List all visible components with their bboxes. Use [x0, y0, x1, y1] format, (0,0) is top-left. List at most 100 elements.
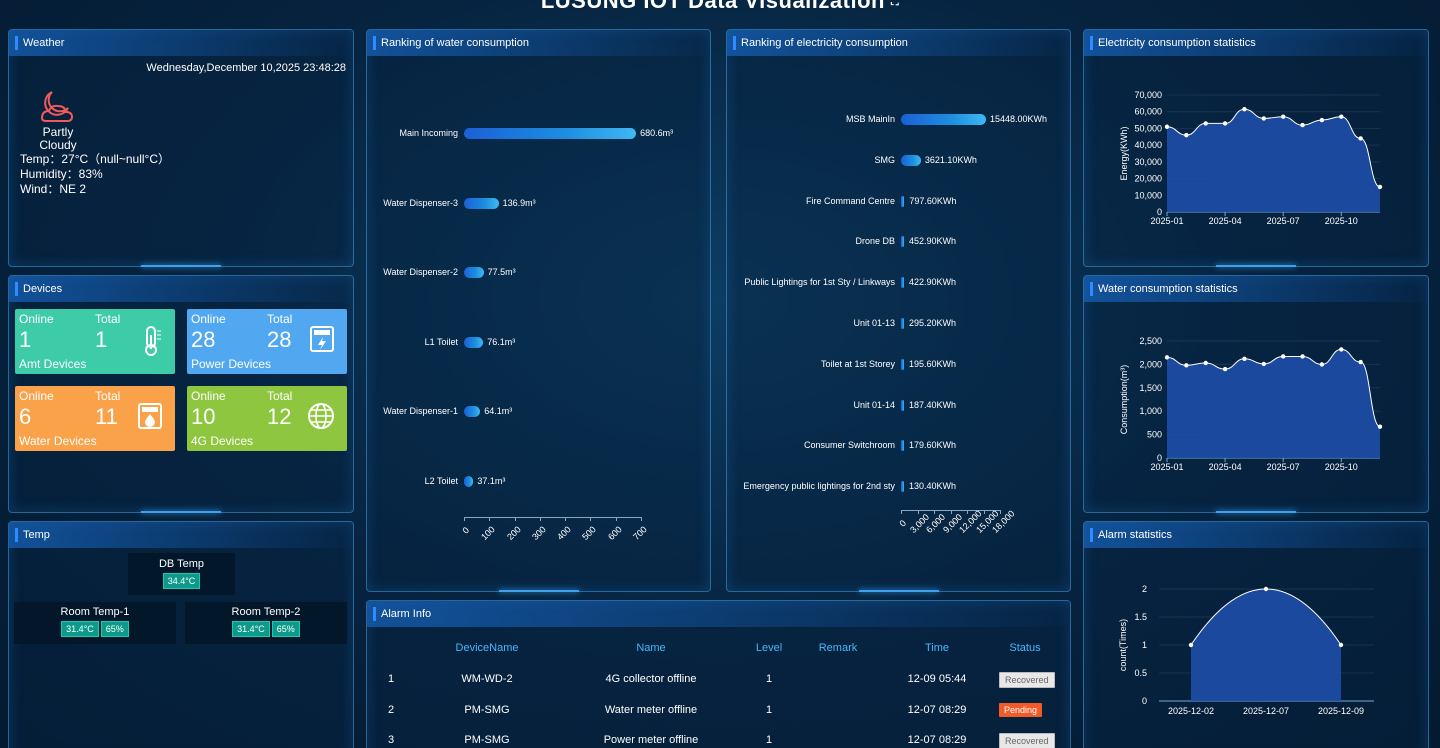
- chart-point[interactable]: [1242, 107, 1247, 112]
- chart-x-tick-label: 2025-12-02: [1168, 706, 1214, 716]
- rank-bar[interactable]: [901, 154, 921, 166]
- chart-area: [1167, 109, 1380, 212]
- rank-bar[interactable]: [464, 475, 474, 487]
- rank-value: 797.60KWh: [909, 195, 957, 206]
- total-count: 11: [95, 404, 118, 429]
- alarm-col-header[interactable]: Time: [924, 642, 950, 654]
- alarm-col-header[interactable]: Name: [636, 642, 666, 654]
- chart-point[interactable]: [1377, 424, 1383, 429]
- chart-y-tick-label: 0.5: [1134, 668, 1147, 678]
- weather-panel: Weather Wednesday,December 10,2025 23:48…: [8, 29, 354, 267]
- chart-y-tick-label: 2: [1142, 584, 1147, 594]
- total-label: Total: [95, 389, 121, 403]
- chart-x-tick-label: 2025-12-09: [1318, 706, 1364, 716]
- chart-point[interactable]: [1280, 114, 1286, 119]
- chart-point[interactable]: [1164, 124, 1170, 129]
- device-card[interactable]: Online Total 10 12 4G Devices: [187, 386, 347, 451]
- rank-axis-tick: [950, 510, 952, 514]
- chart-point[interactable]: [1377, 184, 1383, 190]
- electricity-stats-title: Electricity consumption statistics: [1084, 30, 1428, 56]
- alarm-cell: Water meter offline: [604, 703, 698, 716]
- room-temp-2-name: Room Temp-2: [231, 606, 301, 618]
- chart-point[interactable]: [1242, 356, 1247, 361]
- chart-point[interactable]: [1222, 121, 1228, 126]
- electricity-ranking-panel: Ranking of electricity consumption: [726, 29, 1071, 592]
- alarm-col-header[interactable]: Remark: [818, 642, 858, 654]
- alarm-col-header[interactable]: DeviceName: [455, 642, 519, 654]
- rank-value: 195.60KWh: [909, 358, 957, 369]
- rank-bar[interactable]: [901, 399, 904, 411]
- device-card[interactable]: Online Total 1 1 Amt Devices: [15, 309, 175, 374]
- chart-point[interactable]: [1300, 354, 1305, 359]
- chart-point[interactable]: [1164, 355, 1170, 360]
- rank-bar[interactable]: [901, 236, 904, 248]
- rank-bar[interactable]: [901, 318, 904, 329]
- total-label: Total: [267, 312, 293, 326]
- room-temp-1-name: Room Temp-1: [60, 606, 130, 618]
- chart-x-tick-label: 2025-04: [1209, 462, 1242, 472]
- chart-point[interactable]: [1184, 363, 1189, 368]
- alarm-info-title: Alarm Info: [367, 601, 1070, 627]
- rank-label: Water Dispenser-3: [383, 197, 458, 208]
- rank-bar[interactable]: [464, 406, 481, 417]
- room-temp-2-card: Room Temp-2 31.4°C 65%: [185, 602, 347, 644]
- chart-point[interactable]: [1261, 361, 1267, 367]
- chart-point[interactable]: [1188, 642, 1194, 648]
- online-label: Online: [191, 312, 226, 326]
- online-count: 10: [191, 404, 216, 429]
- rank-bar[interactable]: [464, 336, 484, 348]
- chart-y-tick-label: 20,000: [1134, 174, 1162, 184]
- chart-x-tick-label: 2025-07: [1267, 462, 1300, 472]
- electricity-stats-panel: Electricity consumption statistics 0 10,0…: [1083, 29, 1429, 267]
- total-count: 28: [267, 327, 292, 352]
- chart-point[interactable]: [1261, 116, 1267, 121]
- chart-point[interactable]: [1300, 122, 1305, 128]
- device-card[interactable]: Online Total 28 28 Power Devices: [187, 309, 347, 374]
- expand-icon[interactable]: ⛶: [890, 0, 900, 8]
- chart-point[interactable]: [1339, 347, 1344, 352]
- rank-label: SMG: [874, 154, 895, 165]
- alarm-cell: PM-SMG: [464, 734, 510, 746]
- device-type-name: 4G Devices: [191, 434, 254, 448]
- rank-bar[interactable]: [901, 440, 904, 452]
- chart-point[interactable]: [1358, 136, 1363, 141]
- rank-axis-tick: [565, 517, 567, 521]
- water-stats-chart: 0 500 1,000 1,500 2,000 2,500 2025-01 2025-04 20…: [1119, 336, 1383, 472]
- rank-bar[interactable]: [901, 195, 904, 207]
- alarm-cell: Power meter offline: [603, 734, 699, 746]
- alarm-status-badge: Recovered: [999, 672, 1055, 688]
- rank-bar[interactable]: [901, 114, 986, 125]
- device-card[interactable]: Online Total 6 11 Water Devices: [15, 386, 175, 451]
- room-temp-1-humidity: 65%: [100, 621, 129, 637]
- alarm-info-panel: Alarm Info: [366, 600, 1071, 748]
- rank-bar[interactable]: [901, 277, 904, 289]
- chart-x-tick-label: 2025-07: [1267, 216, 1300, 226]
- chart-point[interactable]: [1203, 121, 1208, 126]
- chart-point[interactable]: [1358, 359, 1363, 365]
- chart-point[interactable]: [1339, 114, 1344, 119]
- chart-point[interactable]: [1319, 362, 1325, 367]
- alarm-status-badge: Recovered: [999, 733, 1055, 748]
- rank-bar[interactable]: [901, 481, 904, 493]
- alarm-col-header[interactable]: Level: [755, 642, 783, 654]
- chart-point[interactable]: [1184, 132, 1189, 138]
- rank-value: 136.9m³: [502, 197, 536, 208]
- rank-bar[interactable]: [464, 267, 484, 278]
- rank-bar[interactable]: [901, 358, 904, 370]
- alarm-col-header[interactable]: Status: [1009, 642, 1041, 654]
- chart-x-tick-label: 2025-10: [1325, 216, 1358, 226]
- online-count: 1: [19, 327, 32, 352]
- chart-point[interactable]: [1338, 642, 1344, 648]
- rank-bar[interactable]: [464, 128, 637, 139]
- chart-point[interactable]: [1203, 360, 1208, 366]
- chart-point[interactable]: [1319, 117, 1325, 123]
- chart-point[interactable]: [1222, 366, 1228, 372]
- rank-label: Fire Command Centre: [805, 195, 895, 206]
- chart-y-tick-label: 40,000: [1134, 140, 1162, 150]
- rank-bar[interactable]: [464, 197, 499, 209]
- rank-axis-tick: [967, 510, 968, 514]
- alarm-stats-title: Alarm statistics: [1084, 522, 1428, 548]
- rank-label: Water Dispenser-2: [383, 267, 458, 277]
- chart-point[interactable]: [1280, 354, 1286, 359]
- chart-point[interactable]: [1263, 586, 1269, 592]
